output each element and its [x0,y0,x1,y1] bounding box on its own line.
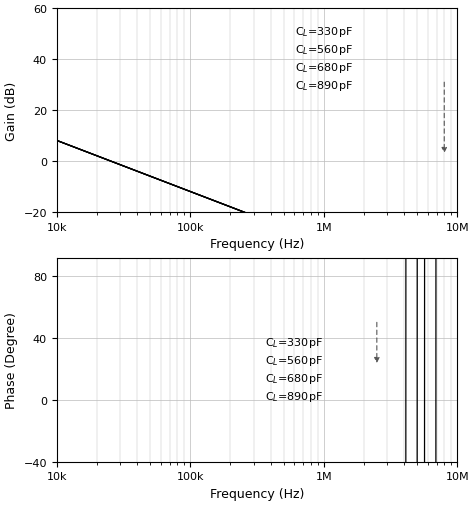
X-axis label: Frequency (Hz): Frequency (Hz) [210,487,304,500]
Y-axis label: Phase (Degree): Phase (Degree) [5,312,18,409]
Text: C$_L$=330pF
C$_L$=560pF
C$_L$=680pF
C$_L$=890pF: C$_L$=330pF C$_L$=560pF C$_L$=680pF C$_L… [295,25,353,93]
Text: C$_L$=330pF
C$_L$=560pF
C$_L$=680pF
C$_L$=890pF: C$_L$=330pF C$_L$=560pF C$_L$=680pF C$_L… [265,336,323,403]
Y-axis label: Gain (dB): Gain (dB) [5,81,18,140]
X-axis label: Frequency (Hz): Frequency (Hz) [210,238,304,251]
